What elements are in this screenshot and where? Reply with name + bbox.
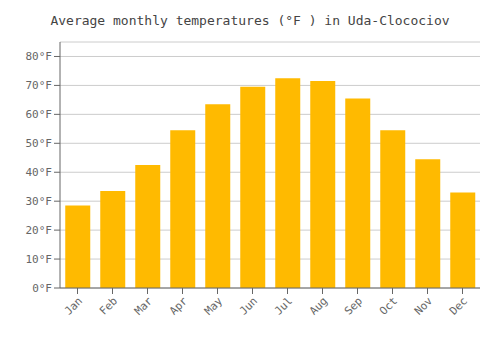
svg-text:Sep: Sep bbox=[342, 294, 365, 317]
svg-text:50°F: 50°F bbox=[26, 137, 53, 150]
svg-text:Dec: Dec bbox=[447, 294, 470, 317]
svg-text:10°F: 10°F bbox=[26, 253, 53, 266]
svg-text:70°F: 70°F bbox=[26, 79, 53, 92]
svg-text:Aug: Aug bbox=[307, 294, 330, 317]
svg-text:40°F: 40°F bbox=[26, 166, 53, 179]
svg-text:Nov: Nov bbox=[412, 294, 436, 318]
svg-text:Jul: Jul bbox=[272, 294, 295, 317]
svg-text:Oct: Oct bbox=[377, 294, 400, 317]
html-text:Average monthly temperatures (: Average monthly temperatures (°F ) in Ud… bbox=[50, 13, 450, 28]
svg-text:Jun: Jun bbox=[237, 294, 260, 317]
svg-text:May: May bbox=[202, 294, 226, 318]
svg-text:60°F: 60°F bbox=[26, 108, 53, 121]
svg-text:Jan: Jan bbox=[62, 294, 85, 317]
svg-text:30°F: 30°F bbox=[26, 195, 53, 208]
svg-text:Mar: Mar bbox=[132, 294, 156, 318]
svg-text:Feb: Feb bbox=[97, 294, 120, 317]
svg-text:0°F: 0°F bbox=[32, 282, 52, 295]
svg-text:80°F: 80°F bbox=[26, 50, 53, 63]
svg-text:Apr: Apr bbox=[167, 294, 191, 318]
svg-text:20°F: 20°F bbox=[26, 224, 53, 237]
